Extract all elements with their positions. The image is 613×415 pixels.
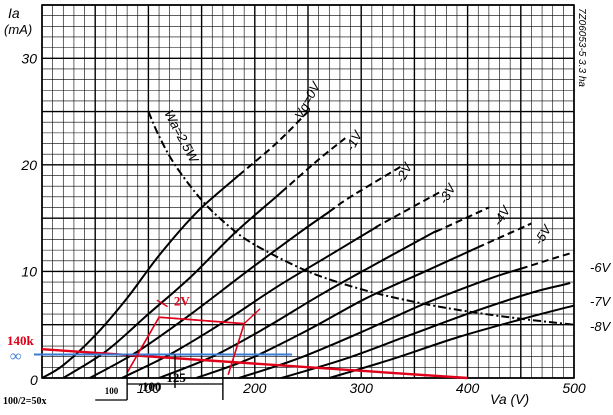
swing-label: 2V: [174, 294, 191, 309]
anode-curve: [238, 267, 522, 379]
origin-label: 0: [30, 372, 38, 388]
anode-curve: [195, 246, 479, 379]
swing-arrow: [156, 299, 168, 308]
dissipation-curve: [147, 111, 575, 326]
y-tick-label: 10: [21, 263, 37, 279]
dissipation-label: Wa=2.5W: [161, 107, 202, 166]
anode-curve-dashed: [435, 206, 490, 233]
value-small-100: 100: [105, 386, 119, 396]
anode-curve: [41, 174, 240, 379]
red-annotations: [34, 299, 468, 401]
catalog-code: 7Z06053-5 3.3 ha: [576, 8, 587, 87]
anode-curve: [158, 229, 438, 379]
anode-curve-dashed: [476, 222, 532, 249]
curve-label: -1V: [342, 127, 365, 153]
value-125: 125: [166, 370, 186, 385]
value-100: 100: [142, 379, 162, 394]
x-tick-label: 200: [242, 380, 267, 396]
anode-curve: [62, 191, 283, 379]
infinity-label: ∞: [10, 348, 21, 365]
load-label: 140k: [7, 333, 35, 348]
y-tick-label: 20: [20, 157, 37, 173]
curve-label: -2V: [392, 159, 415, 185]
anode-curve-dashed: [520, 251, 575, 270]
anode-curve-dashed: [563, 281, 575, 286]
curve-label: -6V: [590, 260, 612, 275]
curve-label: -3V: [436, 180, 460, 206]
curve-label: -5V: [531, 221, 555, 247]
x-axis-label: Va (V): [490, 391, 529, 407]
anode-curve-dashed: [375, 190, 442, 229]
anode-curve-dashed: [238, 110, 309, 177]
y-tick-label: 30: [21, 50, 37, 66]
y-axis-label: Ia: [8, 5, 20, 21]
anode-curve-dashed: [328, 163, 405, 213]
x-tick-label: 300: [350, 380, 374, 396]
dissipation-hyperbola: [147, 111, 575, 326]
anode-curve-dashed: [280, 137, 346, 193]
grid: [41, 4, 575, 379]
half-label: 100/2=50x: [3, 396, 46, 407]
x-tick-label: 100: [137, 380, 161, 396]
x-tick-label: 400: [456, 380, 480, 396]
swing-right: [243, 308, 261, 325]
anode-curve: [328, 304, 575, 379]
x-tick-label: 500: [562, 380, 586, 396]
swing-top: [158, 316, 245, 325]
curve-label: -7V: [590, 294, 612, 309]
swing-left: [137, 316, 160, 355]
y-axis-unit: (mA): [4, 22, 32, 37]
anode-curve: [281, 283, 564, 379]
curve-label: -8V: [590, 319, 612, 334]
anode-curve: [89, 210, 330, 379]
plot-frame: [41, 4, 575, 379]
